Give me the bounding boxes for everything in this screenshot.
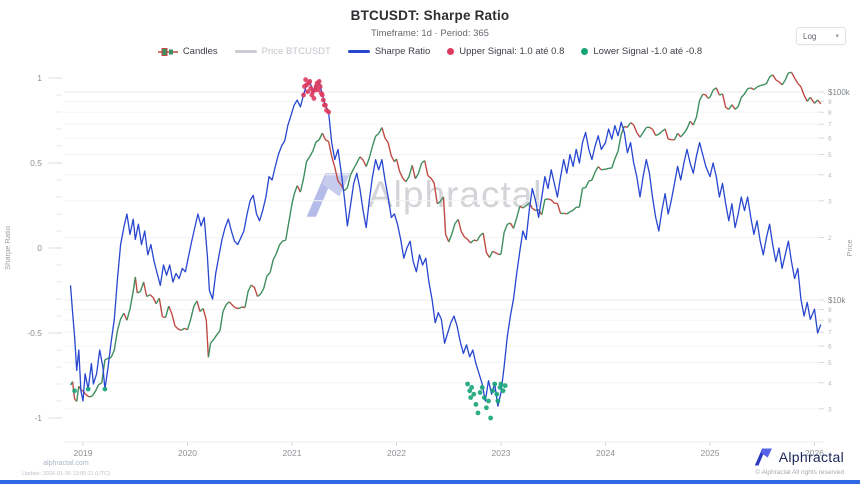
dot-swatch-icon bbox=[581, 48, 589, 55]
site-link: alphractal.com bbox=[43, 460, 89, 467]
lower-signal-dots bbox=[72, 381, 508, 421]
legend-item-label: Candles bbox=[182, 46, 218, 57]
svg-text:2021: 2021 bbox=[283, 448, 302, 458]
svg-text:-1: -1 bbox=[34, 413, 42, 423]
svg-text:9: 9 bbox=[828, 99, 832, 106]
svg-text:2026: 2026 bbox=[805, 448, 824, 458]
footer-left: alphractal.com Update: 2026-01-30 13:00:… bbox=[22, 459, 110, 478]
svg-text:2023: 2023 bbox=[492, 448, 511, 458]
legend-item-label: Price BTCUSDT bbox=[261, 46, 331, 57]
svg-text:-0.5: -0.5 bbox=[27, 328, 42, 338]
page-title: BTCUSDT: Sharpe Ratio bbox=[350, 8, 510, 23]
svg-text:5: 5 bbox=[828, 152, 832, 159]
svg-text:0.5: 0.5 bbox=[30, 158, 42, 168]
footer-right: Alphractal © Alphractal All rights reser… bbox=[753, 447, 844, 476]
chart-header: BTCUSDT: Sharpe Ratio Timeframe: 1d · Pe… bbox=[0, 8, 860, 39]
svg-text:$100k: $100k bbox=[828, 88, 851, 97]
legend-item-price-btcusdt[interactable]: Price BTCUSDT bbox=[234, 46, 331, 57]
legend-item-candles[interactable]: Candles bbox=[157, 46, 218, 57]
svg-text:3: 3 bbox=[828, 198, 832, 205]
right-axis-title: Price bbox=[845, 239, 854, 256]
svg-text:1: 1 bbox=[37, 73, 42, 83]
chart-legend: Candles Price BTCUSDT Sharpe Ratio Upper Si… bbox=[0, 46, 860, 57]
bottom-accent-bar bbox=[0, 480, 860, 484]
watermark-text: Alphractal bbox=[368, 174, 543, 215]
alphractal-logo bbox=[754, 448, 772, 466]
svg-text:2022: 2022 bbox=[387, 448, 406, 458]
scale-dropdown[interactable]: Log ▾ bbox=[796, 27, 846, 45]
svg-text:4: 4 bbox=[828, 380, 832, 387]
svg-text:2024: 2024 bbox=[596, 448, 615, 458]
watermark: Alphractal bbox=[302, 170, 543, 220]
svg-text:6: 6 bbox=[828, 344, 832, 351]
svg-text:5: 5 bbox=[828, 360, 832, 367]
svg-text:2025: 2025 bbox=[701, 448, 720, 458]
price-gridlines bbox=[64, 91, 824, 410]
x-axis-labels bbox=[64, 441, 824, 446]
svg-text:2020: 2020 bbox=[178, 448, 197, 458]
legend-item-label: Sharpe Ratio bbox=[374, 46, 431, 57]
legend-item-label: Lower Signal -1.0 até -0.8 bbox=[593, 46, 703, 57]
legend-item-sharpe-ratio[interactable]: Sharpe Ratio bbox=[347, 46, 431, 57]
svg-text:4: 4 bbox=[828, 172, 832, 179]
price-axis-labels bbox=[819, 91, 824, 410]
svg-text:$10k: $10k bbox=[828, 296, 846, 305]
sharpe-ratio-line bbox=[69, 80, 822, 407]
alphractal-logo-watermark bbox=[306, 173, 351, 217]
svg-text:9: 9 bbox=[828, 307, 832, 314]
svg-text:8: 8 bbox=[828, 110, 832, 117]
upper-signal-dots bbox=[301, 77, 331, 115]
svg-text:7: 7 bbox=[828, 330, 832, 337]
candles-icon bbox=[157, 47, 178, 56]
svg-text:8: 8 bbox=[828, 318, 832, 325]
line-swatch-icon bbox=[347, 50, 370, 53]
svg-text:2019: 2019 bbox=[74, 448, 93, 458]
update-timestamp: Update: 2026-01-30 13:00:11 (UTC) bbox=[22, 470, 110, 477]
dot-swatch-icon bbox=[447, 48, 455, 55]
scale-dropdown-value: Log bbox=[803, 31, 817, 41]
svg-text:7: 7 bbox=[828, 122, 832, 129]
svg-text:6: 6 bbox=[828, 136, 832, 143]
chevron-down-icon: ▾ bbox=[835, 32, 839, 40]
candles-series bbox=[69, 71, 822, 402]
brand-name: Alphractal bbox=[778, 449, 844, 465]
legend-item-label: Upper Signal: 1.0 até 0.8 bbox=[459, 46, 565, 57]
legend-item-upper-signal-1-0-at-0-8[interactable]: Upper Signal: 1.0 até 0.8 bbox=[447, 46, 564, 57]
left-axis-title: Sharpe Ratio bbox=[3, 226, 12, 270]
sharpe-axis-labels bbox=[48, 77, 62, 419]
legend-item-lower-signal-1-0-at-0-8[interactable]: Lower Signal -1.0 até -0.8 bbox=[581, 46, 702, 57]
chart-subtitle: Timeframe: 1d · Period: 365 bbox=[371, 28, 489, 39]
svg-text:2: 2 bbox=[828, 235, 832, 242]
copyright-text: © Alphractal All rights reserved bbox=[755, 469, 844, 476]
line-swatch-icon bbox=[234, 50, 257, 53]
svg-text:3: 3 bbox=[828, 406, 832, 413]
svg-text:0: 0 bbox=[37, 243, 42, 253]
